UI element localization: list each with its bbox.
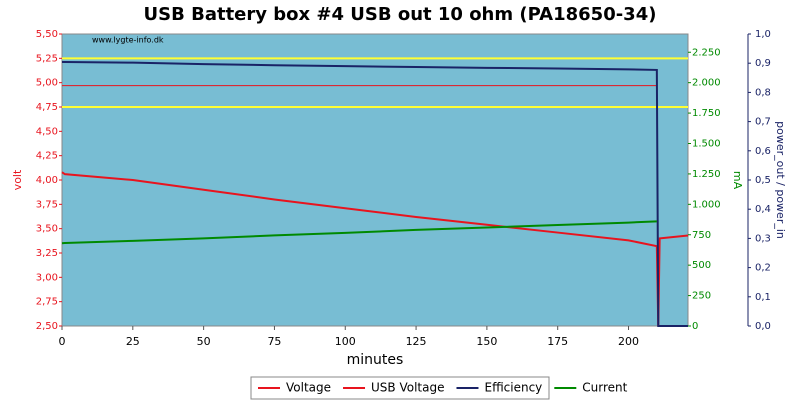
y-tick-label: 4,50 xyxy=(36,126,58,137)
y3-axis-title: power_out / power_in xyxy=(774,121,787,239)
y2-tick-label: 2.250 xyxy=(692,47,721,58)
y-tick-label: 5,25 xyxy=(36,53,58,64)
y2-tick-label: 250 xyxy=(692,291,711,302)
y3-tick-label: 0,6 xyxy=(755,146,771,157)
y-tick-label: 3,00 xyxy=(36,272,58,283)
y2-tick-label: 1.000 xyxy=(692,199,721,210)
y3-tick-label: 0,1 xyxy=(755,292,771,303)
chart-title: USB Battery box #4 USB out 10 ohm (PA186… xyxy=(144,4,657,25)
x-axis-title: minutes xyxy=(347,352,404,368)
y-tick-label: 3,50 xyxy=(36,224,58,235)
y2-tick-label: 1.500 xyxy=(692,139,721,150)
y-tick-label: 3,25 xyxy=(36,248,58,259)
y-tick-label: 5,50 xyxy=(36,29,58,40)
y-axis-title: volt xyxy=(11,169,24,190)
x-tick-label: 100 xyxy=(335,335,356,348)
legend-label: Voltage xyxy=(286,381,331,395)
y-tick-label: 3,75 xyxy=(36,199,58,210)
y-tick-label: 5,00 xyxy=(36,78,58,89)
watermark: www.lygte-info.dk xyxy=(92,36,164,45)
y-tick-label: 4,25 xyxy=(36,151,58,162)
x-tick-label: 125 xyxy=(406,335,427,348)
y3-tick-label: 0,2 xyxy=(755,263,771,274)
y3-tick-label: 0,5 xyxy=(755,175,771,186)
y3-tick-label: 1,0 xyxy=(755,29,771,40)
plot-area xyxy=(61,33,689,327)
y3-tick-label: 0,9 xyxy=(755,58,771,69)
y3-tick-label: 0,0 xyxy=(755,321,771,332)
y-tick-label: 4,00 xyxy=(36,175,58,186)
y2-axis-title: mA xyxy=(731,171,744,190)
legend xyxy=(250,376,550,400)
y3-tick-label: 0,7 xyxy=(755,117,771,128)
x-tick-label: 175 xyxy=(547,335,568,348)
y2-tick-label: 1.750 xyxy=(692,108,721,119)
legend-label: Efficiency xyxy=(484,381,542,395)
y3-tick-label: 0,8 xyxy=(755,87,771,98)
y-tick-label: 4,75 xyxy=(36,102,58,113)
series-line xyxy=(62,61,688,327)
x-tick-label: 50 xyxy=(197,335,211,348)
y2-tick-label: 2.000 xyxy=(692,78,721,89)
y2-tick-label: 0 xyxy=(692,321,698,332)
legend-label: Current xyxy=(582,381,627,395)
y3-tick-label: 0,4 xyxy=(755,204,771,215)
y-tick-label: 2,50 xyxy=(36,321,58,332)
legend-label: USB Voltage xyxy=(371,381,444,395)
x-tick-label: 25 xyxy=(126,335,140,348)
y3-tick-label: 0,3 xyxy=(755,233,771,244)
series-line xyxy=(61,220,657,245)
y2-tick-label: 1.250 xyxy=(692,169,721,180)
x-tick-label: 200 xyxy=(618,335,639,348)
y-tick-label: 2,75 xyxy=(36,297,58,308)
x-tick-label: 150 xyxy=(476,335,497,348)
y2-tick-label: 500 xyxy=(692,260,711,271)
x-tick-label: 75 xyxy=(267,335,281,348)
y2-tick-label: 750 xyxy=(692,230,711,241)
x-tick-label: 0 xyxy=(59,335,66,348)
